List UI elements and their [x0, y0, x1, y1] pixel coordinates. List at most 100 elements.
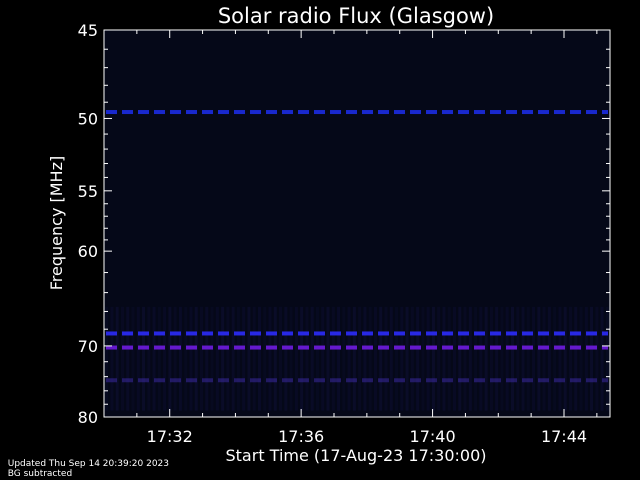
frequency-band-mark	[538, 378, 549, 383]
frequency-band-mark	[122, 110, 133, 115]
background-striation	[510, 306, 514, 411]
frequency-band-mark	[426, 378, 437, 383]
frequency-band-mark	[490, 345, 501, 350]
background-striation	[126, 306, 130, 411]
frequency-band-mark	[234, 331, 245, 336]
background-striation	[173, 306, 177, 411]
frequency-band-mark	[570, 110, 581, 115]
background-striation	[400, 306, 404, 411]
frequency-band-mark	[106, 331, 117, 336]
frequency-band-mark	[234, 110, 245, 115]
frequency-band-mark	[474, 345, 485, 350]
y-tick-label: 80	[78, 408, 98, 427]
frequency-band-mark	[522, 110, 533, 115]
frequency-band-mark	[282, 331, 293, 336]
frequency-band-mark	[522, 345, 533, 350]
frequency-band-mark	[330, 378, 341, 383]
frequency-band-mark	[426, 331, 437, 336]
x-tick-label: 17:36	[278, 427, 324, 446]
plot-background	[104, 30, 610, 417]
frequency-band-mark	[586, 345, 597, 350]
updated-timestamp: Updated Thu Sep 14 20:39:20 2023	[7, 459, 169, 469]
frequency-band-mark	[202, 345, 213, 350]
frequency-band-mark	[122, 331, 133, 336]
frequency-band-mark	[250, 378, 261, 383]
chart-title: Solar radio Flux (Glasgow)	[218, 4, 494, 28]
background-striation	[331, 306, 335, 411]
background-striation	[474, 306, 478, 411]
background-striation	[163, 306, 167, 411]
frequency-band-mark	[138, 331, 149, 336]
y-axis-title: Frequency [MHz]	[47, 156, 66, 290]
frequency-band-mark	[186, 331, 197, 336]
frequency-band-mark	[378, 345, 389, 350]
frequency-band-mark	[202, 110, 213, 115]
background-striation	[268, 306, 272, 411]
frequency-band-mark	[442, 331, 453, 336]
frequency-band-mark	[586, 378, 597, 383]
frequency-band-mark	[522, 378, 533, 383]
frequency-band-mark	[314, 378, 325, 383]
background-striation	[358, 306, 362, 411]
frequency-band-mark	[602, 331, 608, 336]
frequency-band-mark	[362, 110, 373, 115]
frequency-band-mark	[554, 378, 565, 383]
background-striation	[236, 306, 240, 411]
background-striation	[447, 306, 451, 411]
background-striation	[431, 306, 435, 411]
frequency-band-mark	[186, 345, 197, 350]
frequency-band-mark	[602, 378, 608, 383]
frequency-band-mark	[362, 331, 373, 336]
frequency-band-mark	[378, 331, 389, 336]
frequency-band-mark	[442, 378, 453, 383]
background-striation	[532, 306, 536, 411]
background-striation	[352, 306, 356, 411]
frequency-band-mark	[266, 331, 277, 336]
frequency-band-mark	[186, 110, 197, 115]
background-striation	[310, 306, 314, 411]
background-striation	[553, 306, 557, 411]
background-striation	[363, 306, 367, 411]
background-striation	[410, 306, 414, 411]
frequency-band-mark	[170, 378, 181, 383]
frequency-band-mark	[250, 110, 261, 115]
frequency-band-mark	[394, 331, 405, 336]
frequency-band-mark	[458, 331, 469, 336]
frequency-band-mark	[490, 378, 501, 383]
background-striation	[120, 306, 124, 411]
background-striation	[347, 306, 351, 411]
background-striation	[405, 306, 409, 411]
x-tick-label: 17:32	[147, 427, 193, 446]
background-striation	[579, 306, 583, 411]
frequency-band-mark	[170, 110, 181, 115]
background-striation	[595, 306, 599, 411]
background-striation	[600, 306, 604, 411]
frequency-band-mark	[490, 110, 501, 115]
background-striation	[247, 306, 251, 411]
background-striation	[215, 306, 219, 411]
frequency-band-mark	[506, 378, 517, 383]
background-striation	[273, 306, 277, 411]
frequency-band-mark	[298, 331, 309, 336]
background-mode: BG subtracted	[7, 469, 73, 479]
frequency-band-mark	[570, 378, 581, 383]
frequency-band-mark	[410, 110, 421, 115]
frequency-band-mark	[202, 331, 213, 336]
frequency-band-mark	[474, 110, 485, 115]
background-striation	[568, 306, 572, 411]
frequency-band-mark	[442, 110, 453, 115]
background-striation	[184, 306, 188, 411]
background-striation	[105, 306, 109, 411]
background-striation	[300, 306, 304, 411]
background-striation	[379, 306, 383, 411]
frequency-band-mark	[218, 345, 229, 350]
background-striation	[136, 306, 140, 411]
frequency-band-mark	[106, 345, 117, 350]
frequency-band-mark	[202, 378, 213, 383]
background-striation	[110, 306, 114, 411]
background-striation	[321, 306, 325, 411]
frequency-band-mark	[218, 378, 229, 383]
background-striation	[468, 306, 472, 411]
frequency-band-mark	[282, 378, 293, 383]
background-striation	[542, 306, 546, 411]
